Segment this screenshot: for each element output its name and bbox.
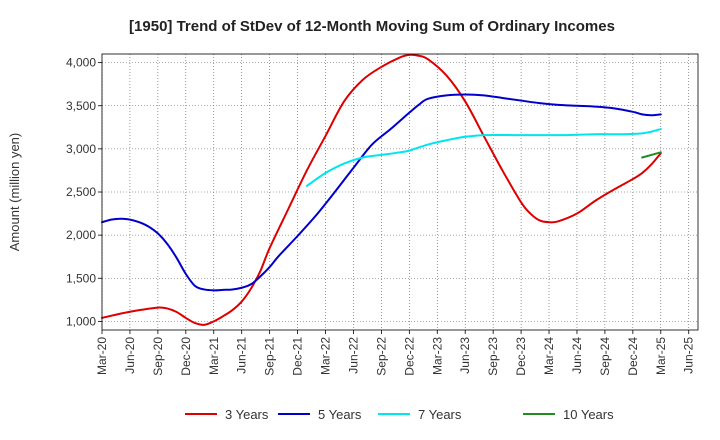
x-tick-label: Dec-23 <box>514 337 528 376</box>
x-tick-label: Mar-24 <box>542 337 556 375</box>
x-tick-label: Jun-23 <box>458 337 472 374</box>
x-tick-label: Dec-20 <box>179 337 193 376</box>
y-tick-label: 3,500 <box>66 99 96 113</box>
legend: 3 Years 5 Years 7 Years 10 Years <box>185 407 614 422</box>
x-tick-label: Jun-24 <box>570 337 584 374</box>
x-tick-label: Mar-22 <box>319 337 333 375</box>
y-tick-label: 1,000 <box>66 314 96 328</box>
series-line-3 <box>305 128 662 187</box>
x-tick-label: Sep-22 <box>374 337 388 376</box>
y-tick-label: 1,500 <box>66 271 96 285</box>
x-tick-label: Jun-21 <box>235 337 249 374</box>
legend-label: 3 Years <box>225 407 269 422</box>
y-axis-label: Amount (million yen) <box>7 133 22 252</box>
plot-frame <box>101 53 699 331</box>
x-tick-label: Sep-23 <box>486 337 500 376</box>
y-tick-label: 3,000 <box>66 142 96 156</box>
series-line-4 <box>641 151 662 159</box>
x-tick-label: Sep-24 <box>598 337 612 376</box>
x-tick-label: Sep-20 <box>151 337 165 376</box>
y-tick-label: 4,000 <box>66 56 96 70</box>
x-tick-label: Mar-21 <box>207 337 221 375</box>
legend-label: 5 Years <box>318 407 362 422</box>
y-tick-label: 2,500 <box>66 185 96 199</box>
x-tick-label: Dec-24 <box>626 337 640 376</box>
x-tick-label: Mar-20 <box>95 337 109 375</box>
x-tick-label: Dec-22 <box>402 337 416 376</box>
chart-title: [1950] Trend of StDev of 12-Month Moving… <box>129 18 615 35</box>
y-tick-label: 2,000 <box>66 228 96 242</box>
x-tick-label: Jun-20 <box>123 337 137 374</box>
x-tick-label: Sep-21 <box>263 337 277 376</box>
x-tick-label: Mar-23 <box>430 337 444 375</box>
x-tick-label: Mar-25 <box>654 337 668 375</box>
legend-label: 7 Years <box>418 407 462 422</box>
series-line-2 <box>101 93 662 292</box>
legend-label: 10 Years <box>563 407 614 422</box>
grid <box>101 54 698 330</box>
series-line-1 <box>101 53 662 326</box>
x-axis: Mar-20 Jun-20 Sep-20 Dec-20 Mar-21 Jun-21 Sep-… <box>95 330 696 376</box>
x-tick-label: Jun-22 <box>346 337 360 374</box>
x-tick-label: Jun-25 <box>682 337 696 374</box>
x-tick-label: Dec-21 <box>291 337 305 376</box>
y-axis: 1,000 1,500 2,000 2,500 3,000 3,500 4,000 <box>66 56 102 328</box>
series-group <box>101 53 662 326</box>
